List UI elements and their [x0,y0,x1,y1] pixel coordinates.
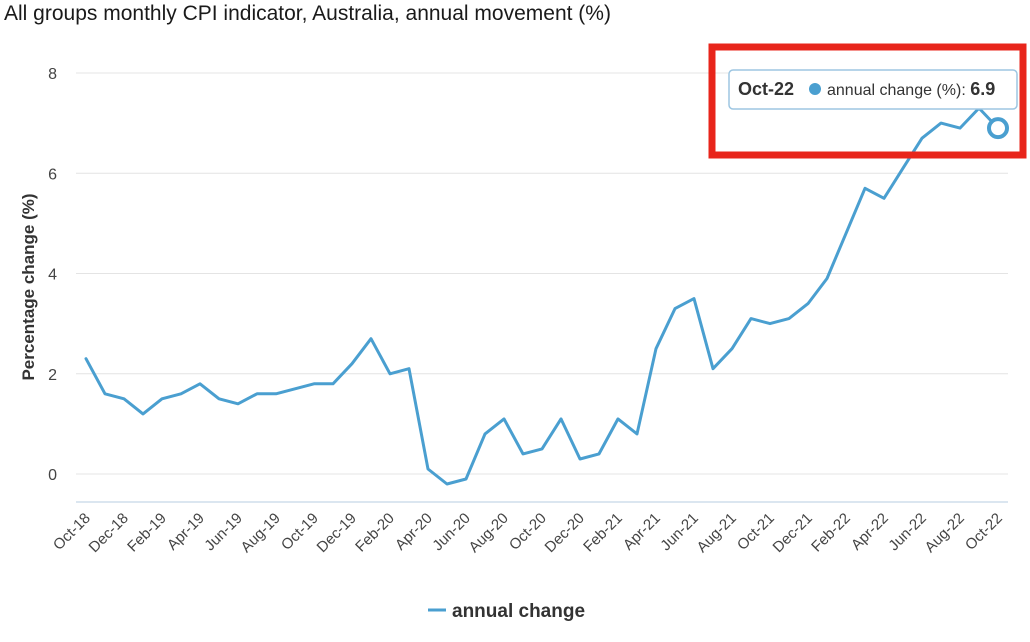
x-tick-label: Feb-22 [808,510,854,556]
y-tick-label: 0 [48,467,57,484]
x-tick-label: Aug-21 [694,510,740,556]
y-tick-label: 4 [48,267,57,284]
tooltip-series-label: annual change (%): [827,82,970,99]
x-tick-label: Apr-21 [620,510,664,554]
x-tick-label: Aug-22 [922,510,968,556]
chart-title: All groups monthly CPI indicator, Austra… [4,2,611,25]
x-tick-label: Dec-21 [770,510,816,556]
x-tick-label: Apr-22 [848,510,892,554]
x-axis-ticks: Oct-18Dec-18Feb-19Apr-19Jun-19Aug-19Oct-… [50,510,1006,556]
hovered-point-marker[interactable] [987,117,1009,140]
x-tick-label: Jun-20 [429,510,473,554]
x-tick-label: Jun-19 [201,510,245,554]
x-tick-label: Oct-22 [962,510,1006,554]
x-tick-label: Apr-19 [164,510,208,554]
x-tick-label: Oct-19 [278,510,322,554]
x-tick-label: Feb-21 [580,510,626,556]
x-tick-label: Oct-21 [734,510,778,554]
x-tick-label: Dec-19 [314,510,360,556]
highlight-annotation-box [708,43,1027,159]
x-tick-label: Feb-20 [352,510,398,556]
x-tick-label: Oct-20 [506,510,550,554]
tooltip-category: Oct-22 [738,79,794,99]
y-axis-label: Percentage change (%) [19,193,38,380]
svg-text:annual change (%): 6.9: annual change (%): 6.9 [827,79,995,99]
legend[interactable]: annual change [428,601,585,622]
y-tick-label: 6 [48,166,57,183]
x-tick-label: Aug-20 [466,510,512,556]
y-tick-label: 2 [48,367,57,384]
x-tick-label: Dec-18 [86,510,132,556]
tooltip-box [728,69,1018,110]
x-tick-label: Jun-21 [657,510,701,554]
y-axis-ticks: 0 2 4 6 8 [48,66,57,484]
tooltip: Oct-22 annual change (%): 6.9 [728,69,1018,110]
gridlines [76,72,1008,503]
x-tick-label: Apr-20 [392,510,436,554]
tooltip-value: 6.9 [970,79,995,99]
y-tick-label: 8 [48,66,57,83]
x-tick-label: Jun-22 [885,510,929,554]
tooltip-series-dot [809,83,821,95]
legend-label: annual change [452,601,585,622]
series-line-annual-change[interactable] [84,106,1000,486]
x-tick-label: Aug-19 [238,510,284,556]
x-tick-label: Dec-20 [542,510,588,556]
x-tick-label: Feb-19 [124,510,170,556]
x-tick-label: Oct-18 [50,510,94,554]
